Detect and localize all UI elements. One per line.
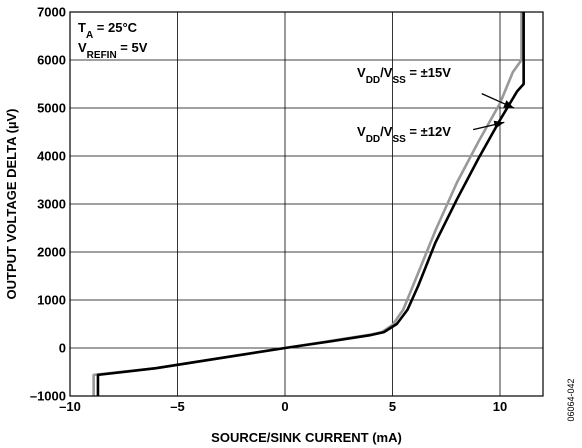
condition-vrefin-rest: = 5V: [117, 40, 148, 55]
condition-ta-main: T: [78, 20, 86, 35]
x-tick-label: 0: [281, 399, 288, 414]
annotation-arrow-head: [503, 100, 514, 108]
y-tick-label: 7000: [37, 5, 66, 20]
series-layer: [92, 12, 525, 396]
annotation-15v-rest: = ±15V: [406, 65, 451, 80]
condition-ta-sub: A: [86, 30, 93, 41]
annotation-12v-sub1: DD: [366, 133, 380, 144]
x-tick-label: –5: [170, 399, 184, 414]
y-tick-label: 1000: [37, 293, 66, 308]
annotation-arrows: [472, 93, 515, 131]
y-tick-label: 5000: [37, 101, 66, 116]
condition-ta-rest: = 25°C: [93, 20, 137, 35]
x-tick-label: –10: [59, 399, 81, 414]
y-tick-label: 3000: [37, 197, 66, 212]
annotation-15v-sub1: DD: [366, 74, 380, 85]
annotation-12v-v1: V: [357, 124, 366, 139]
annotation-15v-slash: /V: [380, 65, 393, 80]
annotation-12v-sub2: SS: [392, 133, 406, 144]
annotation-15v-sub2: SS: [392, 74, 406, 85]
annotation-15v: VDD/VSS = ±15V: [357, 65, 451, 86]
y-tick-label: 6000: [37, 53, 66, 68]
condition-vrefin-sub: REFIN: [87, 50, 117, 61]
annotation-12v-slash: /V: [380, 124, 393, 139]
condition-vrefin-main: V: [78, 40, 87, 55]
condition-vrefin: VREFIN = 5V: [78, 40, 148, 61]
annotation-arrow-head: [493, 120, 505, 129]
series-line-12v: [96, 12, 525, 396]
y-tick-label: 0: [59, 341, 66, 356]
grid: [69, 11, 543, 397]
y-tick-label: 4000: [37, 149, 66, 164]
annotation-12v: VDD/VSS = ±12V: [357, 124, 451, 145]
x-tick-label: 5: [389, 399, 396, 414]
annotation-12v-rest: = ±12V: [406, 124, 451, 139]
y-axis-label: OUTPUT VOLTAGE DELTA (µV): [4, 109, 19, 300]
plot-frame: [69, 11, 544, 397]
x-axis-label: SOURCE/SINK CURRENT (mA): [211, 430, 402, 445]
y-tick-label: 2000: [37, 245, 66, 260]
condition-ta: TA = 25°C: [78, 20, 138, 41]
annotation-15v-v1: V: [357, 65, 366, 80]
x-tick-label: 10: [493, 399, 507, 414]
y-tick-label: –1000: [30, 389, 66, 404]
ticks: –10 –5 0 5 10 –1000 0 1000 2000 3000 4000 5000 6000 7…: [30, 5, 507, 415]
figure-id: 06064-042: [566, 378, 576, 421]
